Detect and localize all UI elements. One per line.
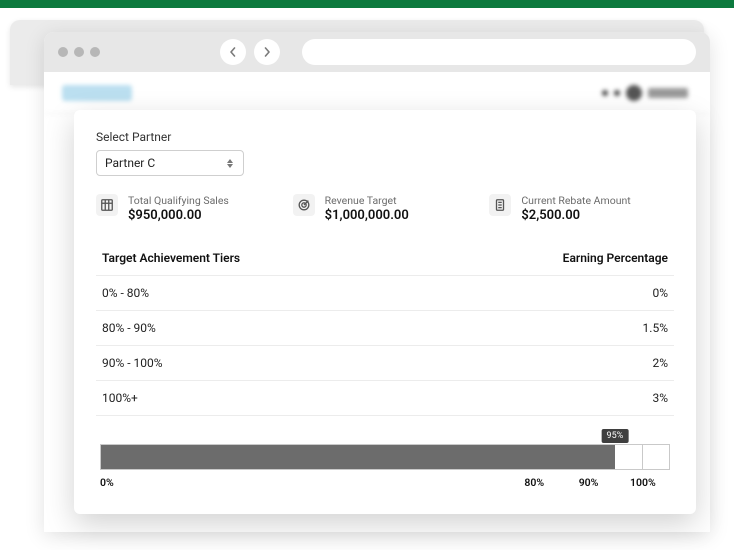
receipt-icon [489,194,511,216]
window-min-dot[interactable] [74,47,84,57]
metrics-row: Total Qualifying Sales $950,000.00 Reven… [96,194,674,223]
address-bar[interactable] [302,39,696,65]
chevron-left-icon [228,47,238,57]
partner-select[interactable]: Partner C [96,150,244,176]
axis-tick-label: 80% [524,476,544,489]
metric-value: $2,500.00 [521,208,630,223]
window-controls[interactable] [58,47,100,57]
table-row: 80% - 90% 1.5% [96,310,674,345]
progress-segment-fill [588,445,615,469]
progress-current-flag: 95% [602,429,629,443]
select-arrows-icon [225,156,235,170]
metric-total-sales: Total Qualifying Sales $950,000.00 [96,194,281,223]
tier-pct: 3% [652,391,668,405]
window-close-dot[interactable] [58,47,68,57]
progress-section: 95% 0% 80% 90% 100% [96,444,674,490]
notification-dot-icon [614,90,620,96]
target-icon [293,194,315,216]
metric-value: $1,000,000.00 [325,208,409,223]
user-menu[interactable] [602,85,692,101]
metric-label: Total Qualifying Sales [128,194,229,207]
tier-pct: 0% [652,286,668,300]
progress-bar: 95% [100,444,670,470]
table-row: 90% - 100% 2% [96,345,674,380]
nav-back-button[interactable] [220,39,246,65]
metric-revenue-target: Revenue Target $1,000,000.00 [293,194,478,223]
tier-range: 0% - 80% [102,286,149,300]
partner-select-value: Partner C [105,156,155,170]
metric-label: Revenue Target [325,194,409,207]
table-header: Target Achievement Tiers Earning Percent… [96,245,674,275]
progress-divider [642,445,643,469]
rebate-dashboard-card: Select Partner Partner C Total Qualifyin… [74,110,696,514]
avatar [626,85,642,101]
tier-range: 100%+ [102,391,138,405]
axis-tick-label: 0% [100,476,114,489]
metric-label: Current Rebate Amount [521,194,630,207]
tier-range: 90% - 100% [102,356,163,370]
table-icon [96,194,118,216]
nav-forward-button[interactable] [254,39,280,65]
header-right: Earning Percentage [563,251,668,265]
table-row: 0% - 80% 0% [96,275,674,310]
window-max-dot[interactable] [90,47,100,57]
page-accent-strip [0,0,734,8]
app-logo [62,85,132,101]
progress-segment-fill [101,445,534,469]
table-row: 100%+ 3% [96,380,674,416]
tier-pct: 2% [652,356,668,370]
metric-rebate-amount: Current Rebate Amount $2,500.00 [489,194,674,223]
browser-nav [220,39,280,65]
header-left: Target Achievement Tiers [102,251,240,265]
tier-range: 80% - 90% [102,321,156,335]
metric-value: $950,000.00 [128,208,229,223]
tier-pct: 1.5% [643,321,668,335]
username-label [648,88,688,98]
chevron-right-icon [262,47,272,57]
tiers-table: Target Achievement Tiers Earning Percent… [96,245,674,416]
axis-tick-label: 90% [579,476,599,489]
notification-dot-icon [602,90,608,96]
browser-titlebar [44,32,710,72]
progress-segment-fill [534,445,588,469]
partner-select-label: Select Partner [96,130,674,144]
axis-tick-label: 100% [630,476,656,489]
app-header [44,72,710,114]
progress-axis: 0% 80% 90% 100% [100,476,670,490]
